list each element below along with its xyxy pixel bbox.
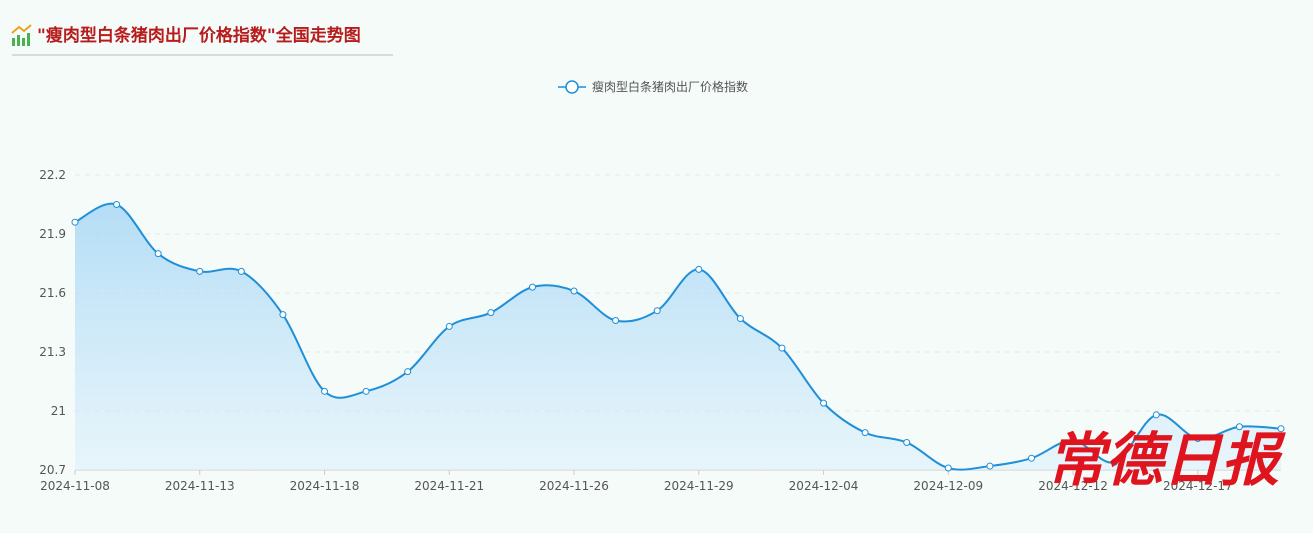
y-tick-label: 22.2	[39, 168, 66, 182]
point	[861, 429, 869, 437]
point	[986, 462, 994, 470]
point	[445, 322, 453, 330]
point	[736, 315, 744, 323]
x-tick-label: 2024-11-29	[664, 479, 734, 493]
x-tick-label: 2024-11-08	[40, 479, 110, 493]
point	[154, 250, 162, 258]
title-icon	[11, 24, 32, 46]
page-title: "瘦肉型白条猪肉出厂价格指数"全国走势图	[37, 25, 361, 46]
x-tick-label: 2024-12-04	[789, 479, 859, 493]
point	[820, 399, 828, 407]
point	[404, 368, 412, 376]
point	[612, 317, 620, 325]
point	[528, 283, 536, 291]
point	[362, 387, 370, 395]
point	[196, 267, 204, 275]
x-tick-label: 2024-12-09	[913, 479, 983, 493]
x-tick-label: 2024-11-26	[539, 479, 609, 493]
point	[944, 464, 952, 472]
x-tick-label: 2024-11-13	[165, 479, 235, 493]
x-tick-label: 2024-12-17	[1163, 479, 1233, 493]
point	[113, 201, 121, 208]
legend-label: 瘦肉型白条猪肉出厂价格指数	[592, 79, 748, 94]
point	[903, 438, 911, 446]
point	[695, 265, 703, 273]
legend-marker	[565, 80, 579, 94]
point	[1277, 425, 1285, 433]
y-tick-label: 20.7	[39, 463, 66, 477]
watermark: 常德日报	[1047, 426, 1286, 494]
point	[279, 311, 287, 319]
point	[1235, 423, 1243, 431]
y-tick-label: 21.9	[39, 227, 66, 241]
x-tick-label: 2024-12-12	[1038, 479, 1108, 493]
y-tick-label: 21.6	[39, 286, 66, 300]
point	[1194, 435, 1202, 443]
point	[487, 309, 495, 317]
y-tick-label: 21	[51, 404, 66, 418]
point	[71, 218, 79, 226]
point	[653, 307, 661, 315]
point	[1111, 458, 1119, 466]
point	[237, 267, 245, 275]
point	[778, 344, 786, 352]
area	[75, 203, 1281, 470]
point	[570, 287, 578, 295]
x-tick-label: 2024-11-18	[290, 479, 360, 493]
point	[1027, 454, 1035, 462]
legend: 瘦肉型白条猪肉出厂价格指数	[558, 79, 748, 94]
point	[1069, 437, 1077, 444]
point	[1152, 411, 1160, 419]
point	[321, 387, 329, 395]
x-tick-label: 2024-11-21	[414, 479, 484, 493]
y-tick-label: 21.3	[39, 345, 66, 359]
